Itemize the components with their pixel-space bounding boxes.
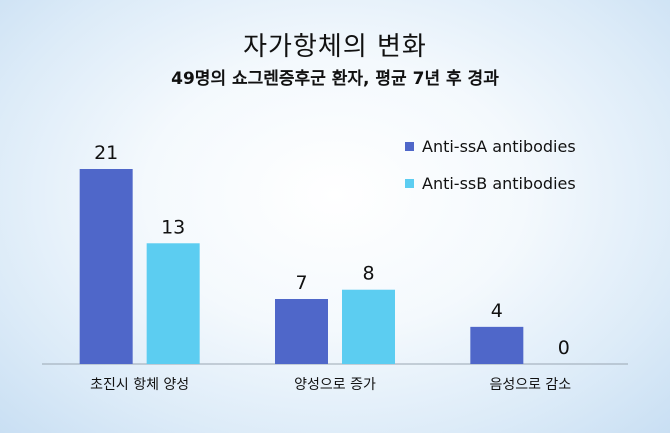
bar-ssa-2	[470, 326, 524, 364]
data-label-ssa-1: 7	[295, 272, 307, 294]
data-label-ssb-0: 13	[161, 216, 185, 238]
bar-ssa-1	[275, 299, 328, 364]
legend-swatch-ssa	[405, 141, 414, 151]
data-label-ssa-2: 4	[491, 300, 503, 322]
category-label-2: 음성으로 감소	[489, 377, 571, 393]
data-label-ssb-1: 8	[362, 263, 374, 285]
legend-swatch-ssb	[405, 178, 414, 188]
legend-item-ssb: Anti-ssB antibodies	[405, 172, 576, 194]
bar-ssa-0	[79, 169, 133, 364]
legend-item-ssa: Anti-ssA antibodies	[405, 135, 576, 157]
bar-ssb-1	[342, 289, 395, 364]
data-label-ssa-0: 21	[94, 142, 118, 164]
category-label-1: 양성으로 증가	[294, 377, 376, 393]
category-label-0: 초진시 항체 양성	[90, 377, 189, 393]
chart-subtitle: 49명의 쇼그렌증후군 환자, 평균 7년 후 경과	[171, 69, 499, 89]
chart-title: 자가항체의 변화	[243, 32, 427, 62]
chart-legend: Anti-ssA antibodies Anti-ssB antibodies	[405, 135, 576, 209]
legend-label-ssb: Anti-ssB antibodies	[422, 173, 576, 193]
bar-ssb-0	[146, 243, 200, 364]
legend-label-ssa: Anti-ssA antibodies	[422, 136, 576, 156]
data-label-ssb-2: 0	[558, 337, 570, 359]
